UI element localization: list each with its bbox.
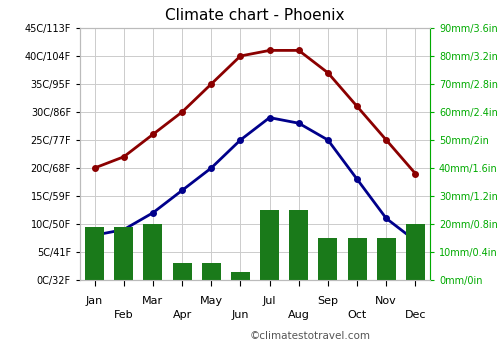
- Text: ©climatestotravel.com: ©climatestotravel.com: [250, 331, 371, 341]
- Text: Mar: Mar: [142, 296, 164, 306]
- Text: Feb: Feb: [114, 310, 134, 320]
- Text: Apr: Apr: [172, 310, 192, 320]
- Title: Climate chart - Phoenix: Climate chart - Phoenix: [166, 8, 345, 23]
- Bar: [290, 210, 308, 280]
- Bar: [377, 238, 396, 280]
- Text: Dec: Dec: [404, 310, 426, 320]
- Bar: [231, 272, 250, 280]
- Bar: [260, 210, 279, 280]
- Text: Jul: Jul: [263, 296, 276, 306]
- Bar: [348, 238, 366, 280]
- Bar: [318, 238, 338, 280]
- Text: Aug: Aug: [288, 310, 310, 320]
- Text: Jun: Jun: [232, 310, 249, 320]
- Text: Jan: Jan: [86, 296, 103, 306]
- Bar: [114, 227, 133, 280]
- Bar: [202, 263, 220, 280]
- Text: Sep: Sep: [318, 296, 338, 306]
- Text: May: May: [200, 296, 223, 306]
- Text: Oct: Oct: [348, 310, 366, 320]
- Text: Nov: Nov: [376, 296, 397, 306]
- Bar: [144, 224, 163, 280]
- Bar: [85, 227, 104, 280]
- Bar: [172, 263, 192, 280]
- Bar: [406, 224, 425, 280]
